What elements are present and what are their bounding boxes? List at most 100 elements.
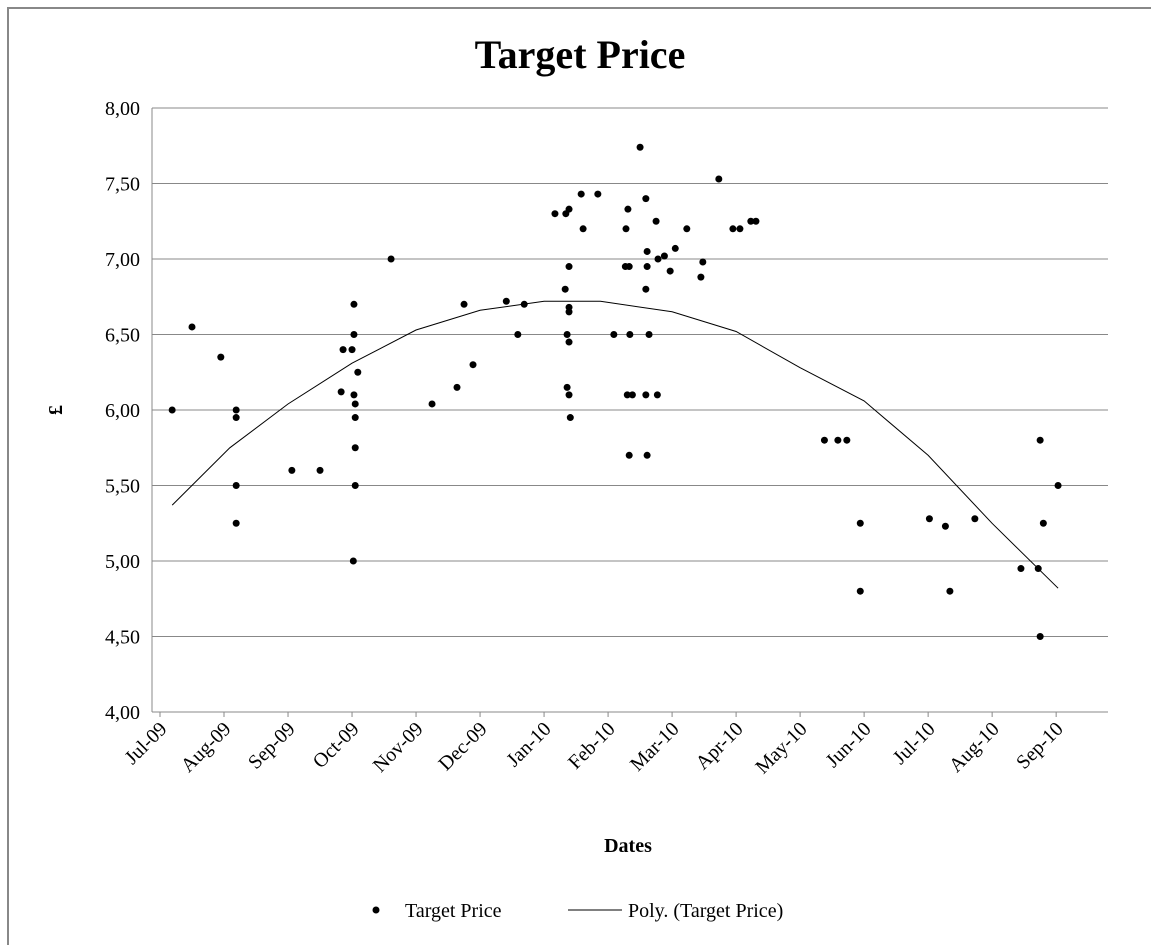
data-point bbox=[351, 444, 359, 452]
data-point bbox=[654, 255, 662, 263]
y-tick-label: 4,50 bbox=[105, 627, 140, 649]
legend-label: Target Price bbox=[405, 900, 502, 922]
data-point bbox=[350, 300, 358, 308]
data-point bbox=[1036, 436, 1044, 444]
data-point bbox=[565, 391, 573, 399]
y-tick-label: 5,00 bbox=[105, 551, 140, 573]
data-point bbox=[351, 482, 359, 489]
data-point bbox=[628, 391, 636, 399]
data-point bbox=[747, 217, 755, 225]
data-point bbox=[843, 436, 851, 444]
data-point bbox=[820, 436, 828, 444]
data-point bbox=[354, 368, 362, 376]
y-tick-label: 7,50 bbox=[105, 174, 140, 196]
data-point bbox=[729, 225, 737, 233]
data-point bbox=[514, 331, 522, 338]
data-point bbox=[645, 331, 653, 338]
data-point bbox=[626, 331, 634, 338]
data-point bbox=[642, 391, 650, 399]
data-point bbox=[428, 400, 436, 408]
data-point bbox=[350, 391, 358, 399]
data-point bbox=[453, 383, 461, 391]
data-point bbox=[168, 406, 176, 414]
data-point bbox=[349, 557, 357, 565]
y-tick-label: 6,50 bbox=[105, 325, 140, 347]
y-tick-label: 4,00 bbox=[105, 702, 140, 724]
data-point bbox=[856, 587, 864, 595]
data-point bbox=[594, 190, 602, 198]
y-tick-label: 8,00 bbox=[105, 98, 140, 120]
data-point bbox=[188, 323, 196, 331]
data-point bbox=[232, 406, 240, 414]
data-point bbox=[232, 519, 240, 527]
data-point bbox=[561, 285, 569, 293]
data-point bbox=[565, 205, 573, 213]
data-point bbox=[1054, 482, 1062, 489]
data-point bbox=[565, 338, 573, 346]
data-point bbox=[683, 225, 691, 233]
data-point bbox=[941, 522, 949, 530]
data-point bbox=[351, 400, 359, 408]
data-point bbox=[653, 391, 661, 399]
data-point bbox=[469, 361, 477, 369]
data-point bbox=[460, 300, 468, 308]
data-point bbox=[660, 252, 668, 260]
y-tick-label: 5,50 bbox=[105, 476, 140, 498]
data-point bbox=[625, 451, 633, 459]
data-point bbox=[643, 247, 651, 255]
data-point bbox=[232, 414, 240, 422]
trend-line bbox=[171, 300, 1059, 589]
data-point bbox=[316, 466, 324, 474]
data-point bbox=[232, 482, 240, 489]
data-point bbox=[563, 331, 571, 338]
chart-title: Target Price bbox=[475, 32, 686, 77]
data-point bbox=[565, 263, 573, 271]
data-point bbox=[348, 346, 356, 354]
data-point bbox=[666, 267, 674, 275]
data-point bbox=[339, 346, 347, 354]
data-point bbox=[752, 217, 760, 225]
data-point bbox=[642, 195, 650, 203]
data-point bbox=[610, 331, 618, 338]
data-point bbox=[217, 353, 225, 361]
data-point bbox=[350, 331, 358, 338]
data-point bbox=[579, 225, 587, 233]
data-point bbox=[623, 391, 631, 399]
legend-swatch bbox=[372, 906, 380, 914]
data-point bbox=[715, 175, 723, 183]
data-point bbox=[643, 263, 651, 271]
data-point bbox=[643, 451, 651, 459]
data-point bbox=[563, 383, 571, 391]
legend-label: Poly. (Target Price) bbox=[628, 900, 783, 922]
data-point bbox=[288, 466, 296, 474]
data-point bbox=[834, 436, 842, 444]
x-axis-title: Dates bbox=[604, 835, 652, 857]
data-point bbox=[551, 210, 559, 218]
data-point bbox=[1039, 519, 1047, 527]
frame bbox=[7, 7, 1151, 945]
data-point bbox=[565, 308, 573, 316]
data-point bbox=[622, 225, 630, 233]
y-axis-title: £ bbox=[45, 405, 67, 415]
data-point bbox=[625, 263, 633, 271]
data-point bbox=[652, 217, 660, 225]
data-point bbox=[502, 297, 510, 305]
data-point bbox=[337, 388, 345, 396]
data-point bbox=[577, 190, 585, 198]
data-point bbox=[624, 205, 632, 213]
data-point bbox=[946, 587, 954, 595]
data-point bbox=[387, 255, 395, 263]
data-point bbox=[566, 414, 574, 422]
data-point bbox=[856, 519, 864, 527]
data-point bbox=[636, 143, 644, 151]
data-point bbox=[697, 273, 705, 281]
data-point bbox=[1017, 565, 1025, 573]
data-point bbox=[642, 285, 650, 293]
data-point bbox=[925, 515, 933, 523]
data-point bbox=[351, 414, 359, 422]
data-point bbox=[736, 225, 744, 233]
data-point bbox=[1036, 633, 1044, 640]
